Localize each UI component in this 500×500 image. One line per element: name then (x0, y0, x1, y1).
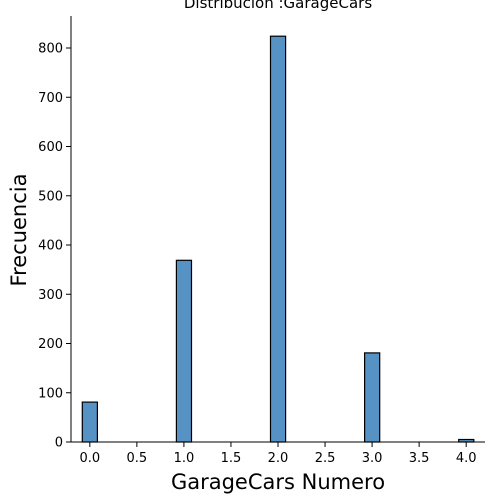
y-axis-title: Frecuencia (7, 174, 31, 287)
y-tick-label: 400 (38, 239, 63, 254)
y-axis-ticks: 0 100 200 300 400 500 600 700 800 (38, 42, 71, 451)
y-tick-label: 200 (38, 337, 63, 352)
y-tick-label: 100 (38, 386, 63, 401)
x-tick-label: 3.0 (362, 451, 383, 466)
x-tick-label: 2.5 (315, 451, 336, 466)
y-tick-label: 700 (38, 91, 63, 106)
x-axis-title: GarageCars Numero (171, 470, 385, 494)
histogram-bar (81, 401, 99, 443)
histogram-bar (269, 35, 287, 443)
y-tick-label: 0 (55, 436, 63, 451)
y-tick-label: 600 (38, 140, 63, 155)
bars-group (81, 35, 475, 443)
y-tick-label: 300 (38, 288, 63, 303)
histogram-bar (175, 259, 193, 443)
x-tick-label: 3.5 (409, 451, 430, 466)
x-tick-label: 4.0 (456, 451, 477, 466)
x-tick-label: 1.0 (174, 451, 195, 466)
x-axis-ticks: 0.0 0.5 1.0 1.5 2.0 2.5 3.0 3.5 4.0 (79, 442, 477, 466)
histogram-bar (364, 352, 381, 443)
x-tick-label: 2.0 (268, 451, 289, 466)
x-tick-label: 0.5 (127, 451, 148, 466)
x-tick-label: 0.0 (79, 451, 100, 466)
y-tick-label: 800 (38, 42, 63, 57)
x-tick-label: 1.5 (221, 451, 242, 466)
y-tick-label: 500 (38, 189, 63, 204)
chart-title: Distribución :GarageCars (184, 0, 372, 12)
